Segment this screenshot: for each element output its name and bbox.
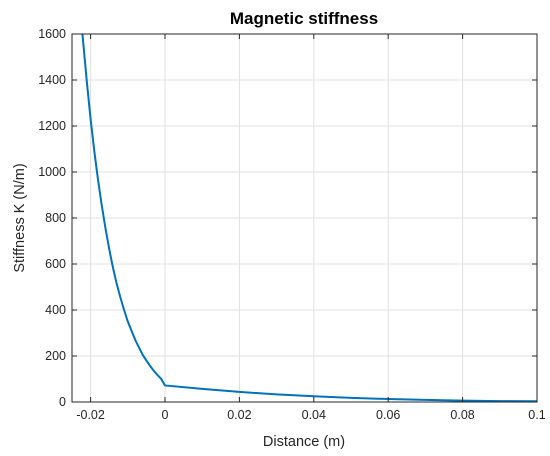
tick-marks <box>72 33 538 403</box>
y-tick-label: 1200 <box>38 119 66 133</box>
x-axis-label: Distance (m) <box>263 434 345 450</box>
x-tick-label: 0.04 <box>302 408 326 422</box>
y-tick-label: 1400 <box>38 73 66 87</box>
y-tick-label: 1600 <box>38 27 66 41</box>
y-tick-label: 800 <box>45 211 66 225</box>
y-tick-label: 200 <box>45 349 66 363</box>
y-tick-labels: 0 200 400 600 800 1000 1200 1400 1600 <box>38 27 66 409</box>
grid-lines <box>72 34 537 402</box>
y-axis-label: Stiffness K (N/m) <box>12 163 28 272</box>
y-tick-label: 600 <box>45 257 66 271</box>
x-tick-labels: -0.02 0 0.02 0.04 0.06 0.08 0.1 <box>76 408 545 422</box>
y-tick-label: 400 <box>45 303 66 317</box>
y-tick-label: 1000 <box>38 165 66 179</box>
chart-title: Magnetic stiffness <box>230 9 378 28</box>
x-tick-label: 0.06 <box>376 408 400 422</box>
series-group <box>81 33 538 403</box>
x-tick-label: 0.02 <box>227 408 251 422</box>
x-tick-label: 0.08 <box>450 408 474 422</box>
x-tick-label: -0.02 <box>76 408 105 422</box>
x-tick-label: 0 <box>162 408 169 422</box>
stiffness-series-line <box>81 33 538 403</box>
x-tick-label: 0.1 <box>528 408 545 422</box>
y-tick-label: 0 <box>59 395 66 409</box>
